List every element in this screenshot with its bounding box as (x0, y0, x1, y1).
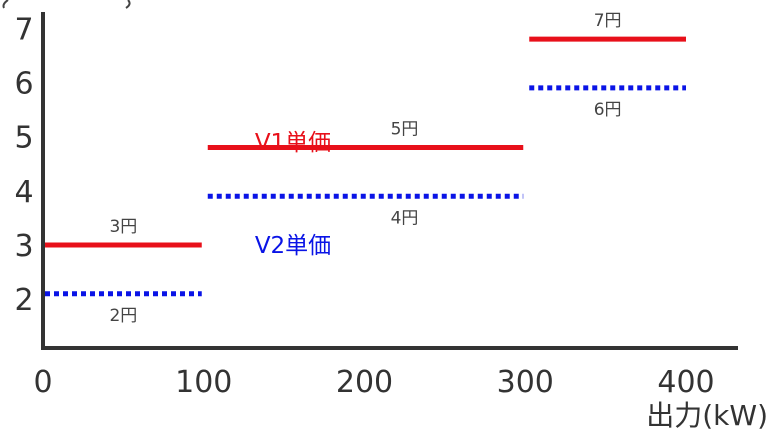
y-tick-label: 3 (14, 229, 33, 264)
v2-series-name: V2単価 (255, 233, 331, 259)
y-tick-label: 5 (14, 121, 33, 156)
v2-price-label: 6円 (594, 100, 622, 120)
cropped-ylabel-fragment (2, 0, 9, 9)
y-tick-label: 6 (14, 66, 33, 101)
y-tick-label: 4 (14, 175, 33, 210)
v1-price-label: 5円 (391, 119, 419, 139)
cropped-ylabel-fragment (125, 0, 131, 9)
x-tick-label: 100 (175, 365, 232, 400)
x-tick-label: 200 (336, 365, 393, 400)
x-tick-label: 300 (497, 365, 554, 400)
x-tick-label: 400 (657, 365, 714, 400)
y-tick-label: 7 (14, 12, 33, 47)
v1-price-label: 3円 (109, 217, 137, 237)
v2-price-label: 2円 (109, 306, 137, 326)
v1-series-name: V1単価 (255, 130, 331, 156)
v2-price-label: 4円 (391, 208, 419, 228)
v1-price-label: 7円 (594, 11, 622, 31)
y-tick-label: 2 (14, 283, 33, 318)
x-tick-label: 0 (33, 365, 52, 400)
x-axis-label: 出力(kW) (646, 399, 768, 432)
